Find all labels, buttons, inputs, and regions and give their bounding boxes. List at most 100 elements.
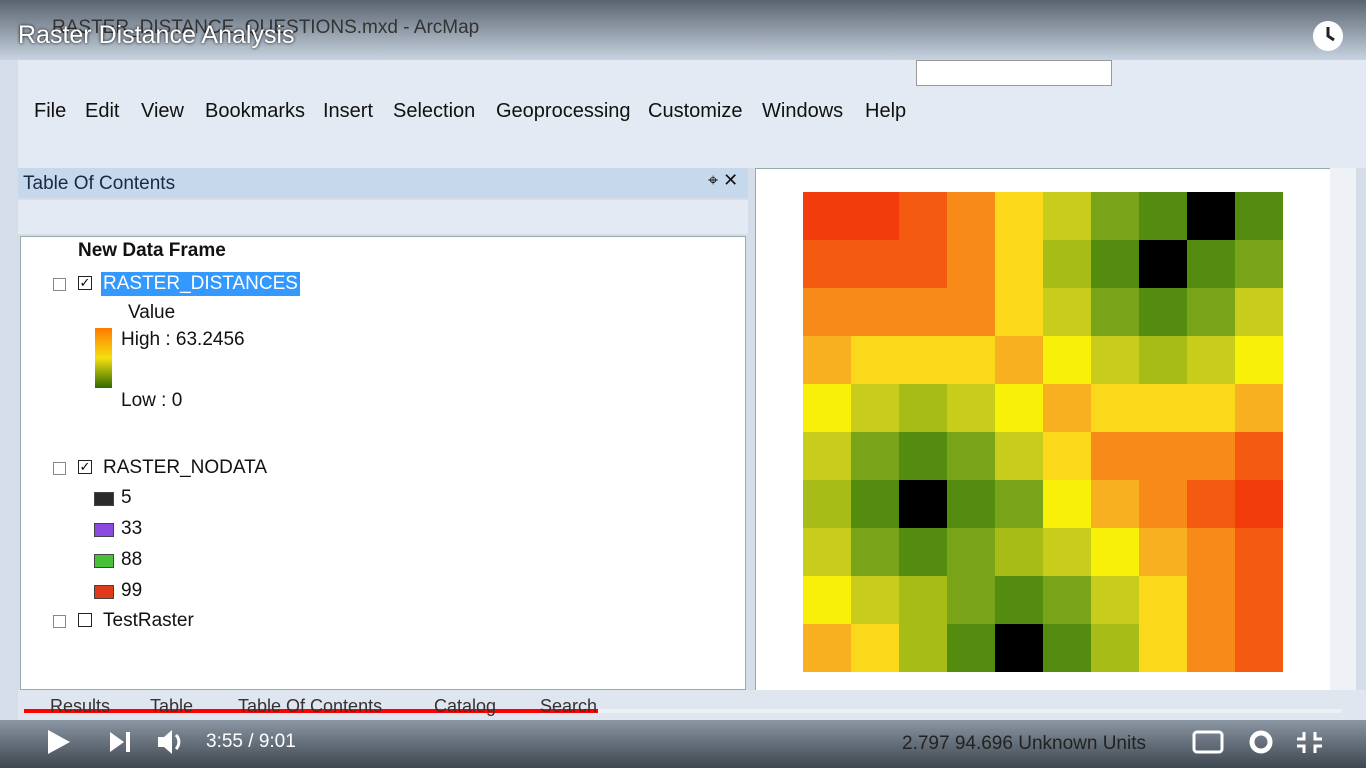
progress-played bbox=[24, 709, 598, 713]
checkbox[interactable] bbox=[78, 613, 92, 627]
color-ramp bbox=[95, 328, 112, 388]
raster-cell bbox=[1139, 624, 1188, 672]
raster-cell bbox=[851, 192, 900, 241]
raster-cell bbox=[947, 432, 996, 481]
raster-cell bbox=[1235, 624, 1283, 672]
expander bbox=[53, 462, 66, 475]
raster-cell bbox=[1235, 528, 1283, 577]
menu-item[interactable]: Help bbox=[865, 100, 907, 122]
menu-item[interactable]: Customize bbox=[648, 100, 743, 122]
raster-cell bbox=[1187, 240, 1236, 289]
raster-cell bbox=[1043, 576, 1092, 625]
raster-cell bbox=[1043, 624, 1092, 672]
raster-cell bbox=[1091, 288, 1140, 337]
raster-cell bbox=[1235, 384, 1283, 433]
raster-cell bbox=[947, 288, 996, 337]
raster-cell bbox=[899, 240, 948, 289]
raster-cell bbox=[1043, 288, 1092, 337]
raster-cell bbox=[1139, 432, 1188, 481]
player-settings[interactable] bbox=[1192, 728, 1332, 756]
raster-cell bbox=[995, 480, 1044, 529]
raster-cell bbox=[1139, 576, 1188, 625]
raster-cell bbox=[1187, 192, 1236, 241]
menu-item[interactable]: Edit bbox=[85, 100, 120, 122]
class-swatch bbox=[94, 523, 114, 537]
raster-cell bbox=[1091, 624, 1140, 672]
menu-item[interactable]: Windows bbox=[762, 100, 844, 122]
raster-cell bbox=[899, 624, 948, 672]
raster-cell bbox=[1187, 480, 1236, 529]
raster-cell bbox=[1235, 240, 1283, 289]
menu-item[interactable]: View bbox=[141, 100, 184, 122]
raster-cell bbox=[803, 624, 852, 672]
toolbar-area bbox=[18, 60, 1366, 168]
raster-cell bbox=[1043, 480, 1092, 529]
expander bbox=[53, 615, 66, 628]
checkbox[interactable]: ✓ bbox=[78, 459, 92, 474]
raster-cell bbox=[1091, 576, 1140, 625]
class-swatch bbox=[94, 585, 114, 599]
class-label: 99 bbox=[121, 580, 143, 601]
legend-field: Value bbox=[128, 302, 176, 323]
raster-cell bbox=[947, 240, 996, 289]
raster-cell bbox=[1187, 576, 1236, 625]
watch-later-icon[interactable] bbox=[1312, 20, 1344, 52]
raster-cell bbox=[803, 432, 852, 481]
raster-cell bbox=[803, 288, 852, 337]
raster-cell bbox=[1187, 384, 1236, 433]
player-buttons[interactable] bbox=[40, 726, 190, 758]
menu-item[interactable]: Geoprocessing bbox=[496, 100, 631, 122]
raster-cell bbox=[947, 624, 996, 672]
raster-cell bbox=[1091, 480, 1140, 529]
layer-name[interactable]: RASTER_NODATA bbox=[103, 457, 267, 478]
tab-row bbox=[18, 690, 1366, 720]
tab: Catalog bbox=[434, 696, 497, 716]
layer-name[interactable]: TestRaster bbox=[103, 610, 194, 631]
data-frame: New Data Frame bbox=[78, 240, 226, 261]
raster-cell bbox=[851, 528, 900, 577]
raster-cell bbox=[899, 432, 948, 481]
raster-cell bbox=[1187, 528, 1236, 577]
raster-cell bbox=[899, 576, 948, 625]
expander bbox=[53, 278, 66, 291]
raster-cell bbox=[1091, 240, 1140, 289]
raster-cell bbox=[1043, 240, 1092, 289]
player-controls bbox=[0, 720, 1366, 768]
raster-cell bbox=[803, 240, 852, 289]
raster-cell bbox=[995, 240, 1044, 289]
raster-cell bbox=[947, 336, 996, 385]
toc-close[interactable]: ⌖ ✕ bbox=[708, 170, 739, 190]
raster-cell bbox=[995, 336, 1044, 385]
menu-item[interactable]: File bbox=[34, 100, 67, 122]
raster-cell bbox=[995, 288, 1044, 337]
raster-cell bbox=[1187, 432, 1236, 481]
raster-cell bbox=[1235, 432, 1283, 481]
checkbox[interactable]: ✓ bbox=[78, 275, 92, 290]
raster-cell bbox=[995, 576, 1044, 625]
title-bar bbox=[0, 0, 1366, 60]
toc-header bbox=[18, 168, 748, 198]
layer-name[interactable]: RASTER_DISTANCES bbox=[101, 272, 300, 296]
raster-cell bbox=[1091, 336, 1140, 385]
class-label: 33 bbox=[121, 518, 143, 539]
menu-item[interactable]: Selection bbox=[393, 100, 476, 122]
raster-cell bbox=[1235, 192, 1283, 241]
progress-track[interactable] bbox=[24, 709, 1342, 713]
raster-cell bbox=[1187, 288, 1236, 337]
menu-item[interactable]: Bookmarks bbox=[205, 100, 306, 122]
class-swatch bbox=[94, 492, 114, 506]
raster-cell bbox=[1187, 336, 1236, 385]
raster-cell bbox=[995, 528, 1044, 577]
class-label: 5 bbox=[121, 487, 132, 508]
raster-cell bbox=[803, 528, 852, 577]
raster-cell bbox=[803, 336, 852, 385]
toc-title: Table Of Contents bbox=[23, 173, 176, 194]
menu-item[interactable]: Insert bbox=[323, 100, 374, 122]
scrollbar[interactable] bbox=[1330, 168, 1356, 690]
raster-cell bbox=[851, 624, 900, 672]
raster-cell bbox=[1091, 384, 1140, 433]
scale-box[interactable] bbox=[916, 60, 1112, 86]
raster-cell bbox=[1235, 576, 1283, 625]
raster-cell bbox=[947, 576, 996, 625]
